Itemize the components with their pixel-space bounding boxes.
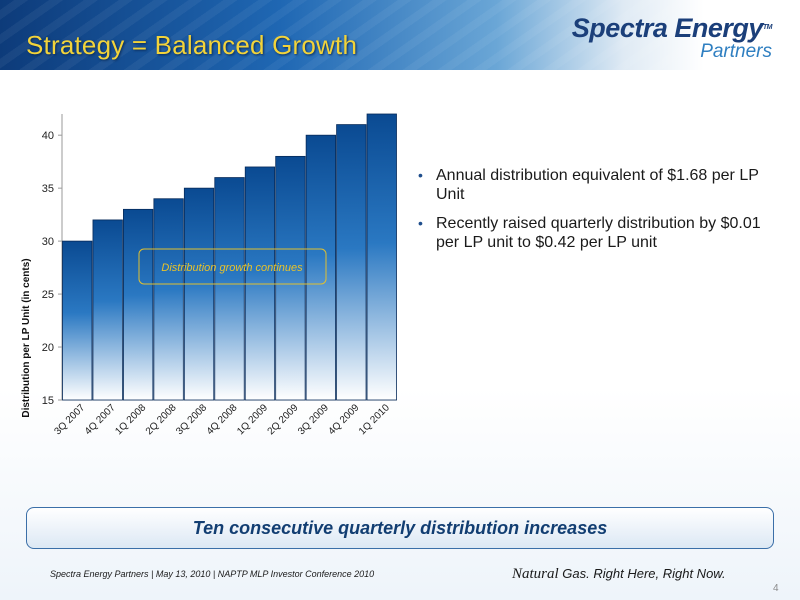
bullet-list: Annual distribution equivalent of $1.68 … (414, 166, 784, 262)
x-tick-label: 3Q 2008 (174, 402, 209, 437)
bar-3q-2009 (305, 134, 336, 401)
y-tick-label: 20 (42, 342, 54, 354)
y-tick-labels: 15 20 25 30 35 40 (42, 130, 54, 407)
bar-4q-2008 (214, 177, 245, 401)
y-axis-label: Distribution per LP Unit (in cents) (21, 258, 32, 417)
bar-4q-2009 (336, 124, 367, 401)
bar-3q-2007 (62, 240, 93, 401)
y-tick-label: 15 (42, 395, 54, 407)
tagline-natural: Natural (512, 566, 559, 582)
logo-tm: TM (762, 24, 773, 31)
page-number: 4 (773, 583, 779, 594)
tagline: Natural Gas. Right Here, Right Now. (512, 566, 726, 583)
bar-1q-2009 (244, 166, 276, 401)
x-tick-label: 2Q 2009 (266, 402, 301, 437)
footer-text: Spectra Energy Partners | May 13, 2010 |… (50, 569, 375, 579)
x-tick-label: 3Q 2009 (296, 402, 331, 437)
spectra-logo: Spectra EnergyTM Partners (571, 13, 773, 62)
x-tick-label: 1Q 2010 (357, 402, 392, 437)
y-tick-label: 35 (42, 183, 54, 195)
annotation-text: Distribution growth continues (161, 262, 303, 274)
x-tick-label: 3Q 2007 (52, 402, 87, 437)
callout-box: Ten consecutive quarterly distribution i… (26, 507, 774, 549)
x-tick-label: 1Q 2008 (113, 402, 148, 437)
logo-sub-text: Partners (700, 41, 772, 62)
tagline-rest: Gas. Right Here, Right Now. (558, 566, 726, 581)
header-banner (0, 0, 800, 70)
bar-1q-2008 (123, 208, 154, 401)
x-tick-label: 4Q 2007 (83, 402, 118, 437)
bar-1q-2010 (366, 113, 397, 401)
x-tick-label: 2Q 2008 (144, 402, 179, 437)
x-tick-label: 1Q 2009 (235, 402, 270, 437)
bullet-item: Annual distribution equivalent of $1.68 … (414, 166, 784, 204)
callout-text: Ten consecutive quarterly distribution i… (192, 517, 608, 538)
bar-2q-2008 (153, 198, 184, 401)
annotation-box: Distribution growth continues (138, 248, 327, 285)
bullet-item: Recently raised quarterly distribution b… (414, 214, 784, 252)
slide-title: Strategy = Balanced Growth (26, 30, 358, 60)
y-tick-label: 30 (42, 236, 54, 248)
x-tick-label: 4Q 2009 (327, 402, 362, 437)
bar-3q-2008 (183, 187, 215, 401)
y-tick-label: 40 (42, 130, 54, 142)
y-tick-label: 25 (42, 289, 54, 301)
bar-4q-2007 (92, 219, 123, 401)
logo-main-text: Spectra Energy (571, 13, 764, 43)
x-tick-label: 4Q 2008 (205, 402, 240, 437)
bar-2q-2009 (275, 155, 306, 401)
chart-bars (62, 113, 397, 401)
